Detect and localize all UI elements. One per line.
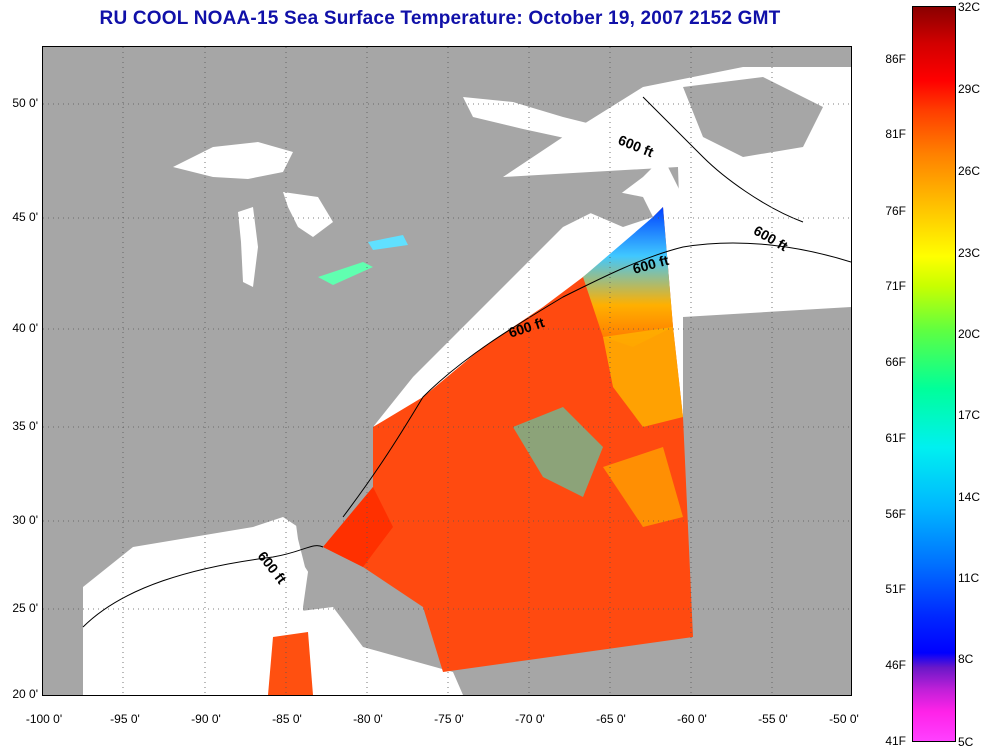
x-axis-label: -90 0' (191, 712, 221, 726)
colorbar-f-label: 51F (885, 582, 906, 596)
colorbar-f-label: 66F (885, 355, 906, 369)
florida-coast-sst (323, 487, 393, 567)
sst-map-image (43, 47, 851, 695)
contour-atlantic (342, 242, 851, 518)
lake-huron (283, 192, 333, 237)
x-axis-label: -50 0' (829, 712, 859, 726)
colorbar-c-label: 5C (958, 735, 974, 749)
colorbar-f-label: 56F (885, 507, 906, 521)
colorbar-c-label: 8C (958, 652, 974, 666)
y-axis-label: 20 0' (12, 687, 38, 701)
nova-scotia (588, 187, 653, 227)
lake-superior (173, 142, 293, 179)
colorbar-c-label: 29C (958, 82, 981, 96)
map-title: RU COOL NOAA-15 Sea Surface Temperature:… (99, 8, 781, 29)
st-lawrence (463, 97, 643, 152)
colorbar-c-label: 32C (958, 0, 981, 14)
caribbean-sst (268, 632, 313, 695)
colorbar-c-label: 20C (958, 327, 981, 341)
graticule (43, 47, 851, 695)
x-axis-label: -80 0' (353, 712, 383, 726)
lake-michigan (238, 207, 258, 287)
x-axis-label: -100 0' (25, 712, 63, 726)
colorbar-c-label: 17C (958, 408, 981, 422)
x-axis-label: -70 0' (515, 712, 545, 726)
sst-swath-north (583, 207, 673, 347)
sst-swath-cool-patch (513, 407, 603, 497)
colorbar-f-label: 61F (885, 431, 906, 445)
contour-north (642, 96, 804, 223)
sst-map: 600 ft 600 ft 600 ft 600 ft 600 ft (42, 46, 852, 696)
colorbar-f-label: 71F (885, 279, 906, 293)
newfoundland (683, 77, 823, 157)
colorbar-f-label: 76F (885, 204, 906, 218)
colorbar-f-label: 41F (885, 734, 906, 748)
lake-ontario (368, 235, 408, 250)
y-axis-label: 50 0' (12, 96, 38, 110)
x-axis-label: -85 0' (272, 712, 302, 726)
y-axis-label: 40 0' (12, 321, 38, 335)
y-axis-label: 25 0' (12, 601, 38, 615)
colorbar-f-label: 81F (885, 127, 906, 141)
sst-swath-mid (603, 327, 683, 427)
x-axis-label: -95 0' (110, 712, 140, 726)
x-axis-label: -65 0' (596, 712, 626, 726)
colorbar-f-label: 46F (885, 658, 906, 672)
contour-gulf (82, 545, 324, 628)
lake-erie (318, 262, 373, 285)
colorbar-f-label: 86F (885, 52, 906, 66)
x-axis-label: -75 0' (434, 712, 464, 726)
colorbar-c-label: 26C (958, 164, 981, 178)
x-axis-label: -55 0' (758, 712, 788, 726)
colorbar-c-label: 11C (958, 571, 980, 585)
colorbar-c-label: 14C (958, 490, 981, 504)
colorbar-c-label: 23C (958, 246, 981, 260)
florida (295, 517, 338, 595)
sst-swath-patch (603, 447, 683, 527)
temperature-colorbar (912, 6, 956, 742)
cuba (353, 602, 423, 617)
y-axis-label: 35 0' (12, 419, 38, 433)
y-axis-label: 45 0' (12, 210, 38, 224)
x-axis-label: -60 0' (677, 712, 707, 726)
y-axis-label: 30 0' (12, 513, 38, 527)
